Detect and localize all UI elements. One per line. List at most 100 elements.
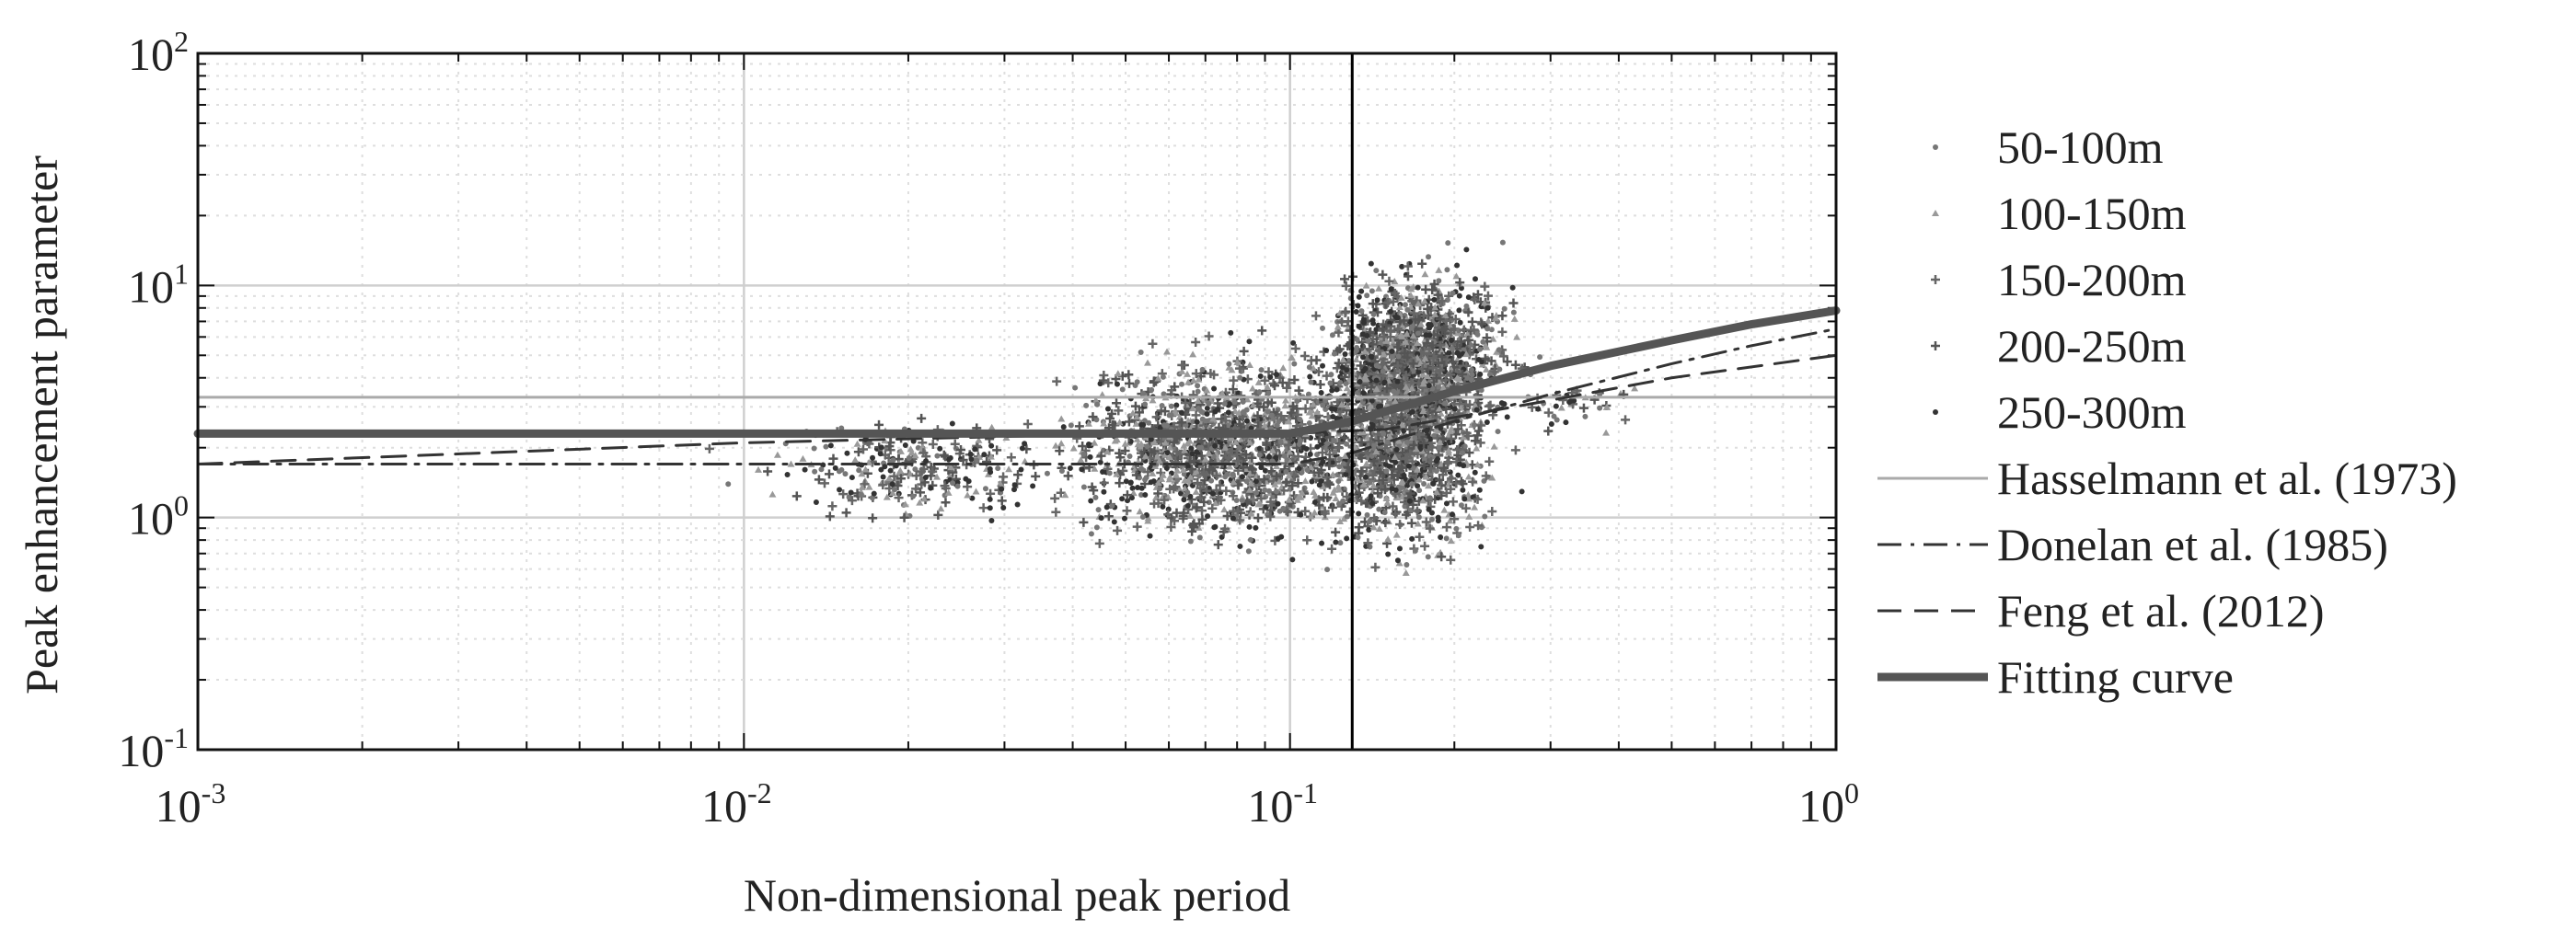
scatter-point xyxy=(1173,466,1182,474)
scatter-point xyxy=(1404,424,1415,434)
scatter-point xyxy=(1375,284,1383,292)
scatter-point xyxy=(1257,373,1264,380)
scatter-point xyxy=(1362,474,1369,480)
scatter-point xyxy=(1486,356,1496,366)
scatter-point xyxy=(1253,524,1259,531)
scatter-point xyxy=(1356,511,1362,517)
scatter-point xyxy=(1286,448,1294,455)
scatter-point xyxy=(1366,327,1376,337)
scatter-point xyxy=(1421,517,1431,527)
scatter-point xyxy=(1097,459,1103,465)
scatter-point xyxy=(1119,386,1126,393)
scatter-point xyxy=(858,444,868,454)
scatter-point xyxy=(1462,350,1471,358)
scatter-point xyxy=(1419,497,1427,504)
scatter-point xyxy=(1554,417,1560,423)
scatter-point xyxy=(1473,444,1481,452)
scatter-point xyxy=(725,481,732,488)
legend-label: 250-300m xyxy=(1997,386,2187,438)
scatter-point xyxy=(1488,474,1496,481)
scatter-point xyxy=(1369,482,1378,489)
scatter-point xyxy=(1381,384,1392,394)
scatter-point xyxy=(1142,401,1149,407)
scatter-point xyxy=(1372,448,1380,455)
scatter-point xyxy=(1378,475,1388,485)
scatter-point xyxy=(1293,478,1303,488)
scatter-point xyxy=(1130,401,1140,411)
scatter-point xyxy=(1198,444,1205,451)
scatter-point xyxy=(1133,435,1141,442)
scatter-point xyxy=(1031,471,1041,481)
scatter-point xyxy=(825,511,835,522)
scatter-point xyxy=(1149,377,1159,387)
scatter-point xyxy=(988,518,995,524)
scatter-point xyxy=(1089,486,1099,496)
scatter-point xyxy=(1230,478,1238,486)
scatter-point xyxy=(1237,374,1243,381)
scatter-point xyxy=(1392,487,1399,493)
scatter-point xyxy=(1168,403,1174,409)
scatter-point xyxy=(1453,424,1463,434)
scatter-point xyxy=(987,496,993,502)
scatter-point xyxy=(1215,480,1225,490)
scatter-point xyxy=(950,439,960,449)
scatter-point xyxy=(1473,521,1484,531)
scatter-point xyxy=(1390,414,1400,424)
scatter-point xyxy=(1470,436,1480,446)
scatter-point xyxy=(1339,355,1347,362)
scatter-point xyxy=(1358,429,1367,436)
x-tick-label: 10-2 xyxy=(701,776,772,832)
scatter-point xyxy=(1231,399,1238,406)
scatter-point xyxy=(1394,378,1401,384)
scatter-point xyxy=(1483,291,1493,301)
scatter-point xyxy=(1323,477,1334,488)
scatter-point xyxy=(1052,442,1060,449)
scatter-point xyxy=(813,499,819,505)
scatter-point xyxy=(1057,440,1066,447)
scatter-point xyxy=(1366,437,1376,447)
scatter-point xyxy=(1448,357,1458,367)
scatter-point xyxy=(1407,285,1415,293)
scatter-point xyxy=(1395,559,1404,567)
scatter-point xyxy=(1184,489,1191,496)
scatter-point xyxy=(1404,306,1411,313)
scatter-point xyxy=(1438,348,1446,355)
scatter-point xyxy=(1473,407,1480,413)
scatter-point xyxy=(1084,419,1092,427)
scatter-point xyxy=(1105,413,1115,423)
legend-marker xyxy=(1931,275,1940,284)
scatter-point xyxy=(1172,471,1181,478)
scatter-point xyxy=(1360,390,1367,396)
scatter-point xyxy=(1170,516,1180,526)
scatter-point xyxy=(1390,288,1400,298)
scatter-point xyxy=(1458,502,1464,509)
scatter-point xyxy=(1189,405,1197,412)
scatter-point xyxy=(1286,407,1296,418)
fit-lines xyxy=(193,306,1841,466)
scatter-point xyxy=(768,490,777,498)
scatter-point xyxy=(1398,477,1406,485)
scatter-point xyxy=(1104,406,1111,412)
scatter-point xyxy=(787,460,795,467)
scatter-point xyxy=(1213,540,1223,550)
scatter-point xyxy=(1148,436,1154,442)
scatter-point xyxy=(1000,504,1007,511)
scatter-point xyxy=(1226,463,1234,470)
scatter-point xyxy=(1196,534,1203,541)
scatter-point xyxy=(1433,358,1443,368)
scatter-point xyxy=(1543,407,1554,418)
scatter-point xyxy=(894,493,904,503)
scatter-point xyxy=(1480,281,1490,292)
scatter-point xyxy=(1414,315,1424,325)
scatter-point xyxy=(1386,464,1392,470)
scatter-point xyxy=(1319,492,1329,502)
scatter-point xyxy=(1477,371,1484,377)
scatter-point xyxy=(1392,471,1403,481)
scatter-point xyxy=(1356,323,1362,329)
scatter-point xyxy=(1471,503,1479,511)
scatter-point xyxy=(1192,502,1202,512)
scatter-point xyxy=(1091,439,1099,446)
scatter-point xyxy=(1067,465,1073,472)
scatter-point xyxy=(1436,278,1442,284)
